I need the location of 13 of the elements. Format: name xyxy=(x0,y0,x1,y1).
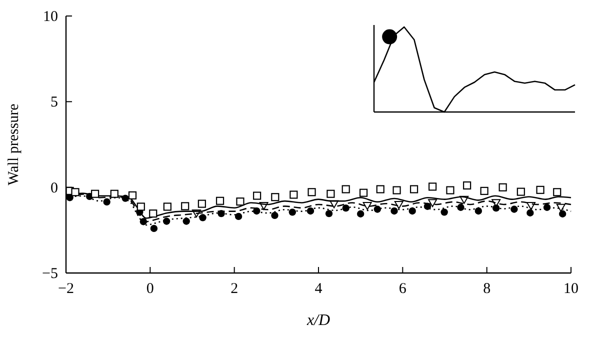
y-tick-label: 10 xyxy=(43,9,58,25)
y-tick-label: 0 xyxy=(50,180,58,196)
x-tick-label: −2 xyxy=(58,281,74,297)
x-tick-label: 6 xyxy=(398,281,407,297)
y-axis-title: Wall pressure xyxy=(6,103,22,186)
x-tick-label: 0 xyxy=(146,281,154,297)
x-tick-label: 4 xyxy=(314,281,323,297)
y-tick-label: 5 xyxy=(50,94,58,111)
x-tick-label: 8 xyxy=(483,281,491,297)
x-tick-label: 2 xyxy=(230,281,238,297)
x-tick-label: 10 xyxy=(564,281,578,297)
x-axis-title: x/D xyxy=(306,312,330,329)
y-tick-label: −5 xyxy=(42,266,58,282)
